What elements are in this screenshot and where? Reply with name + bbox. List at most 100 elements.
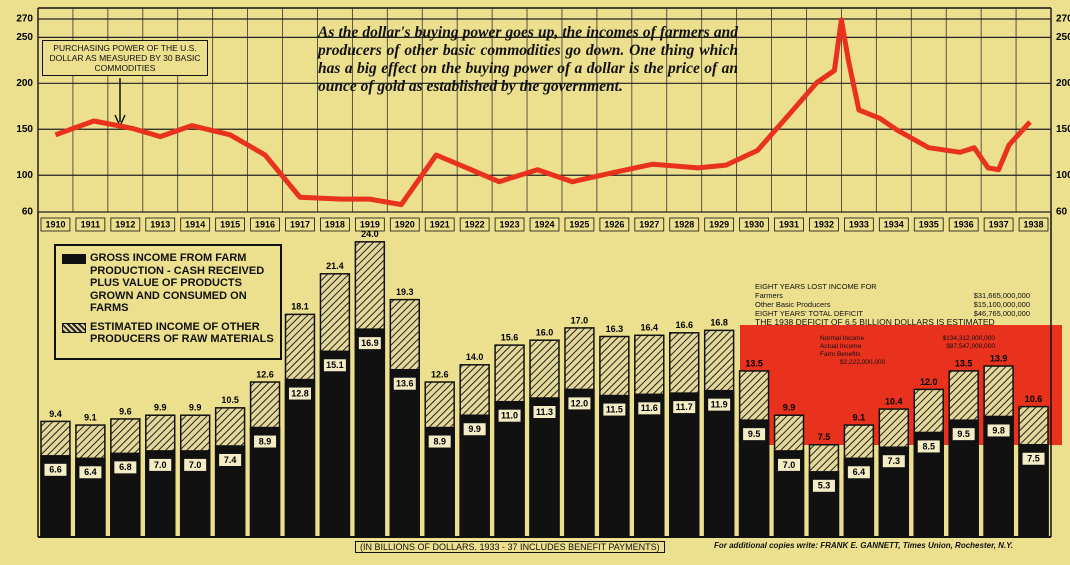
x-tick-label: 1933 [849, 219, 869, 229]
year-box [424, 217, 455, 232]
y-tick-label: 60 [1056, 207, 1068, 218]
x-tick-label: 1919 [360, 219, 380, 229]
farm-label: 7.0 [154, 460, 167, 470]
x-tick-label: 1931 [779, 219, 799, 229]
farm-bar [284, 378, 316, 538]
deficit-heading: EIGHT YEARS LOST INCOME FOR [755, 282, 877, 291]
farm-label-box [533, 406, 556, 419]
farm-bar [529, 397, 560, 538]
farm-label: 16.9 [361, 338, 379, 348]
farm-label: 8.9 [433, 436, 446, 446]
farm-label: 5.3 [818, 481, 831, 491]
farm-label-box [673, 401, 696, 414]
farm-label-box [952, 428, 975, 441]
total-label: 9.9 [783, 403, 796, 413]
farm-label: 9.8 [992, 425, 1005, 435]
farm-label-box [812, 479, 835, 492]
deficit-label: Other Basic Producers [755, 300, 831, 309]
farm-label-box [79, 466, 102, 479]
total-label: 10.6 [1025, 394, 1043, 404]
farm-label-box [917, 440, 940, 453]
farm-label-box [882, 455, 905, 468]
total-label: 13.5 [955, 358, 973, 368]
year-box [285, 217, 315, 232]
year-box [844, 217, 874, 232]
farm-label-box [1022, 452, 1045, 465]
x-tick-label: 1925 [569, 219, 589, 229]
total-label: 18.1 [291, 302, 309, 312]
income-amount: $87,547,000,000 [946, 343, 995, 350]
farm-label: 6.8 [119, 462, 132, 472]
year-box [809, 217, 839, 232]
total-label: 17.0 [571, 315, 589, 325]
total-label: 7.5 [818, 432, 831, 442]
farm-label: 12.0 [571, 398, 589, 408]
farm-label-box [568, 397, 591, 410]
total-label: 9.9 [189, 403, 202, 413]
year-box [634, 217, 665, 232]
farm-label-box [323, 359, 346, 372]
year-box [1018, 217, 1049, 232]
farm-label: 6.4 [84, 467, 97, 477]
x-tick-label: 1918 [325, 219, 345, 229]
farm-label: 11.9 [711, 400, 728, 410]
deficit-box: EIGHT YEARS LOST INCOME FOR Farmers $31,6… [755, 282, 1030, 327]
farm-bar [494, 400, 525, 538]
farm-bar [354, 328, 386, 538]
farm-label-box [463, 423, 486, 436]
total-label: 9.4 [49, 409, 62, 419]
x-tick-label: 1920 [395, 219, 415, 229]
year-box [564, 217, 595, 232]
x-tick-label: 1910 [45, 219, 65, 229]
total-label: 16.8 [710, 318, 728, 328]
farm-bar [599, 394, 630, 538]
income-amount: $2,222,000,000 [840, 359, 886, 366]
x-tick-label: 1938 [1024, 219, 1044, 229]
year-box [215, 217, 245, 232]
x-tick-label: 1914 [185, 219, 205, 229]
total-label: 9.9 [154, 403, 167, 413]
y-tick-label: 150 [16, 124, 33, 135]
year-box [145, 217, 176, 232]
income-box: Normal Income $134,312,000,000 Actual Inc… [820, 335, 995, 367]
deficit-label: EIGHT YEARS' TOTAL DEFICIT [755, 309, 863, 318]
year-box [669, 217, 700, 232]
x-tick-label: 1912 [115, 219, 135, 229]
year-box [320, 217, 350, 232]
farm-label-box [987, 424, 1010, 437]
purchasing-power-line [54, 17, 1032, 208]
year-box [250, 217, 280, 232]
total-label: 12.6 [256, 369, 274, 379]
income-label: Normal Income [820, 335, 865, 342]
farm-label-box [114, 461, 137, 474]
farm-bar [319, 350, 351, 538]
year-box [40, 217, 71, 232]
farm-label: 11.5 [606, 404, 623, 414]
x-tick-label: 1935 [919, 219, 939, 229]
y-tick-label: 250 [16, 32, 33, 43]
credit: For additional copies write: FRANK E. GA… [714, 541, 1014, 550]
year-box [739, 217, 769, 232]
deficit-amount: $31,665,000,000 [973, 291, 1030, 300]
year-box [459, 217, 490, 232]
farm-label-box [743, 428, 766, 441]
x-tick-label: 1934 [884, 219, 904, 229]
deficit-amount: $15,100,000,000 [973, 300, 1030, 309]
y-tick-label: 250 [1056, 32, 1070, 43]
headline: As the dollar's buying power goes up, th… [318, 24, 738, 95]
farm-label-box [358, 337, 381, 350]
year-box [75, 217, 106, 232]
farm-label: 7.0 [783, 460, 796, 470]
x-tick-label: 1915 [220, 219, 240, 229]
farm-label: 12.8 [291, 388, 309, 398]
year-box [774, 217, 804, 232]
total-label: 10.4 [885, 396, 903, 406]
year-box [599, 217, 630, 232]
legend-entry: ESTIMATED INCOME OF OTHER PRODUCERS OF R… [62, 321, 274, 346]
x-tick-label: 1930 [744, 219, 764, 229]
farm-label: 6.6 [49, 465, 62, 475]
farm-label-box [428, 435, 451, 448]
farm-label-box [498, 409, 521, 422]
